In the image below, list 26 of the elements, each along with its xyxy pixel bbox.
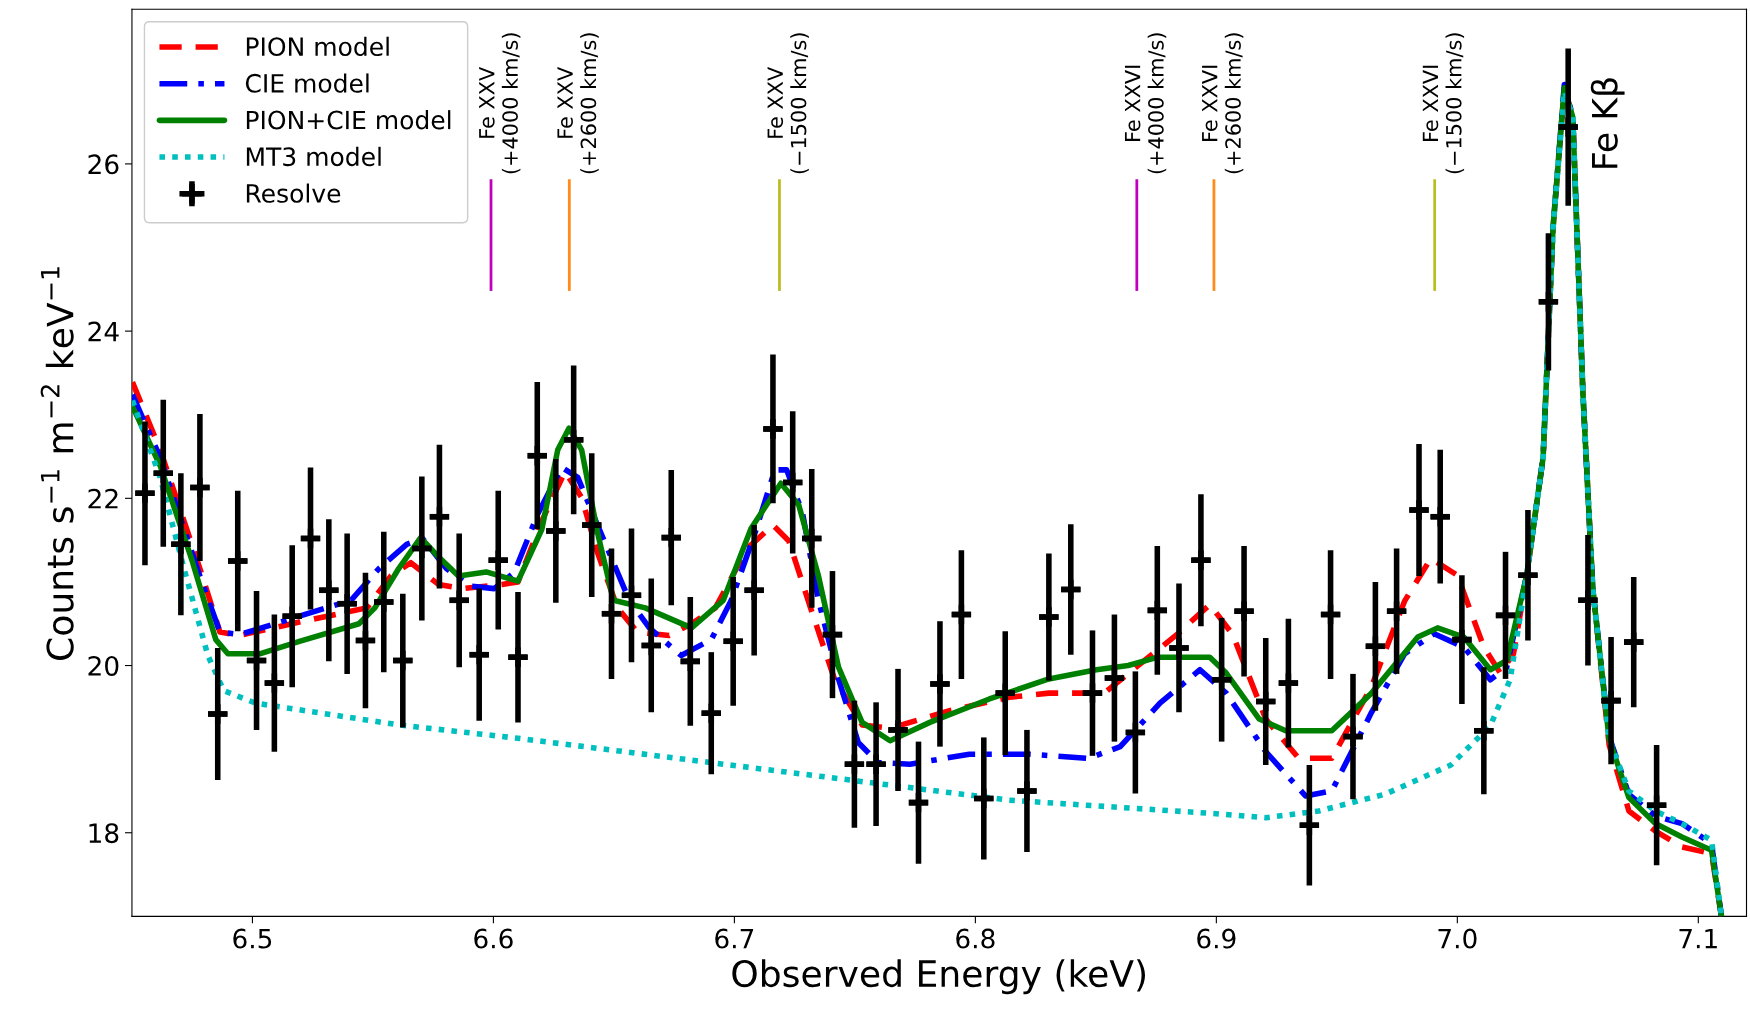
ref-line-label: Fe XXVI (+4000 km/s) bbox=[1124, 33, 1167, 174]
x-tick-label: 6.8 bbox=[956, 928, 995, 949]
annotation: Fe Kβ bbox=[1590, 78, 1625, 168]
legend-label: Resolve bbox=[246, 183, 341, 203]
y-tick-label: 22 bbox=[88, 488, 118, 509]
x-tick-label: 6.9 bbox=[1197, 928, 1236, 949]
y-axis-title: Counts s$^{−1}$ m$^{−2}$ keV$^{−1}$ bbox=[40, 267, 74, 660]
ref-line-label: Fe XXV (+2600 km/s) bbox=[557, 33, 599, 174]
legend-label: CIE model bbox=[245, 73, 369, 93]
ref-line-label: Fe XXV (+4000 km/s) bbox=[479, 33, 521, 174]
y-tick-label: 26 bbox=[88, 154, 119, 175]
x-tick-label: 7.0 bbox=[1438, 928, 1477, 949]
x-tick-label: 6.7 bbox=[715, 928, 754, 949]
y-tick-label: 24 bbox=[88, 321, 119, 342]
legend-label: PION model bbox=[246, 36, 389, 57]
y-tick-label: 18 bbox=[89, 823, 119, 844]
y-tick-label: 20 bbox=[88, 655, 119, 676]
x-axis-title: Observed Energy (keV) bbox=[732, 959, 1146, 995]
x-tick-label: 7.1 bbox=[1679, 928, 1717, 949]
legend-label: PION+CIE model bbox=[246, 110, 451, 130]
x-tick-label: 6.5 bbox=[233, 928, 272, 949]
x-tick-label: 6.6 bbox=[474, 928, 513, 949]
ref-line-label: Fe XXVI (+2600 km/s) bbox=[1202, 33, 1244, 174]
ref-line-label: Fe XXV (−1500 km/s) bbox=[767, 33, 809, 174]
ref-line-label: Fe XXVI (−1500 km/s) bbox=[1422, 33, 1465, 174]
legend-label: MT3 model bbox=[246, 146, 381, 167]
